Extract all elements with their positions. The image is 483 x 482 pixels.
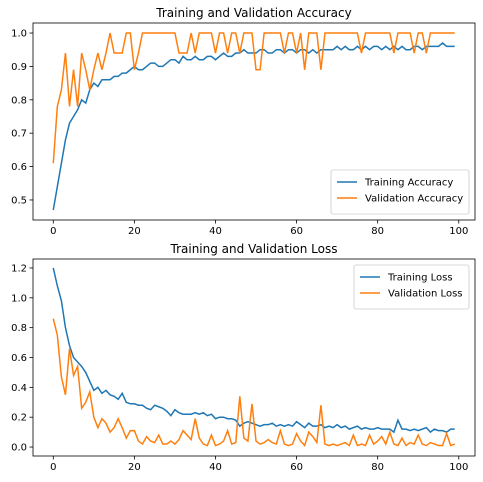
loss-y-tick-label: 0.2 <box>11 413 27 424</box>
accuracy-x-tick-label: 60 <box>290 226 303 237</box>
accuracy-y-tick-label: 1.0 <box>11 29 27 40</box>
accuracy-y-tick-label: 0.8 <box>11 95 27 106</box>
loss-x-tick-label: 40 <box>209 462 222 473</box>
accuracy-chart-title: Training and Validation Accuracy <box>155 6 351 20</box>
accuracy-x-tick-label: 20 <box>128 226 141 237</box>
accuracy-x-tick-label: 100 <box>449 226 468 237</box>
accuracy-legend-label-2: Validation Accuracy <box>365 194 463 205</box>
loss-y-tick-label: 0.0 <box>11 443 27 454</box>
accuracy-x-tick-label: 40 <box>209 226 222 237</box>
loss-y-tick-label: 1.0 <box>11 293 27 304</box>
loss-x-tick-label: 0 <box>50 462 56 473</box>
accuracy-legend-label-1: Training Accuracy <box>364 178 453 189</box>
loss-legend-label-2: Validation Loss <box>388 289 463 300</box>
loss-legend-label-1: Training Loss <box>387 273 453 284</box>
loss-y-tick-label: 0.6 <box>11 353 27 364</box>
accuracy-legend: Training Accuracy Validation Accuracy <box>330 169 470 215</box>
accuracy-x-tick-label: 0 <box>50 226 56 237</box>
loss-y-tick-label: 0.8 <box>11 323 27 334</box>
loss-y-tick-label: 1.2 <box>11 263 27 274</box>
accuracy-y-tick-label: 0.5 <box>11 195 27 206</box>
loss-x-tick-label: 60 <box>290 462 303 473</box>
accuracy-y-tick-label: 0.7 <box>11 129 27 140</box>
loss-chart-title: Training and Validation Loss <box>170 242 338 256</box>
loss-y-tick-label: 0.4 <box>11 383 27 394</box>
accuracy-series-line-2 <box>52 32 455 164</box>
loss-x-tick-label: 80 <box>371 462 384 473</box>
loss-legend-box <box>353 264 470 310</box>
loss-chart: Training and Validation Loss 0 20 40 60 80 10… <box>11 242 476 473</box>
loss-x-tick-label: 100 <box>449 462 468 473</box>
loss-legend: Training Loss Validation Loss <box>353 264 470 310</box>
loss-series-line-2 <box>52 318 455 448</box>
accuracy-y-tick-label: 0.9 <box>11 62 27 73</box>
accuracy-legend-box <box>330 169 470 215</box>
accuracy-x-tick-label: 80 <box>371 226 384 237</box>
accuracy-y-tick-label: 0.6 <box>11 162 27 173</box>
loss-x-tick-label: 20 <box>128 462 141 473</box>
accuracy-plot-frame <box>32 22 476 221</box>
accuracy-chart: Training and Validation Accuracy 0 20 40 60… <box>11 6 476 237</box>
